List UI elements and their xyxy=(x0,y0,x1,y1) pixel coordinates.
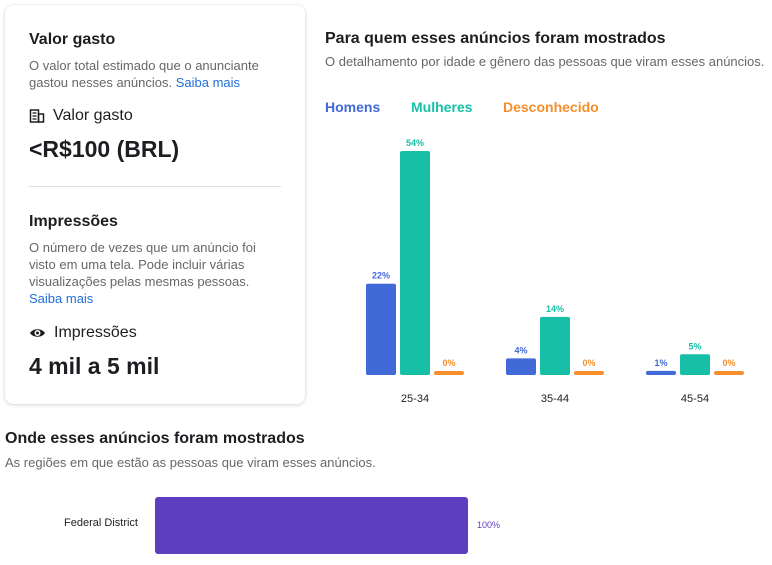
bar-label-homens-25-34: 22% xyxy=(372,271,390,281)
age-gender-bar-chart: 22% 54% 0% 25-34 4% 14% 0% 35-44 1% 5% 0% 45-54 xyxy=(366,138,744,405)
bar-homens-35-44 xyxy=(506,358,536,375)
spend-description: O valor total estimado que o anunciante … xyxy=(29,57,274,91)
bar-label-desconhecido-45-54: 0% xyxy=(722,358,735,368)
regions-subtitle: As regiões em que estão as pessoas que v… xyxy=(5,455,376,470)
audience-title: Para quem esses anúncios foram mostrados xyxy=(325,30,666,47)
eye-icon xyxy=(29,325,46,341)
bar-label-homens-35-44: 4% xyxy=(514,345,527,355)
bar-desconhecido-45-54 xyxy=(714,371,744,375)
category-label-25-34: 25-34 xyxy=(401,393,429,405)
section-divider xyxy=(29,186,281,187)
spend-title: Valor gasto xyxy=(29,31,116,48)
bar-label-desconhecido-25-34: 0% xyxy=(442,358,455,368)
bar-mulheres-45-54 xyxy=(680,354,710,375)
impressions-metric-label-text: Impressões xyxy=(54,324,137,341)
bar-mulheres-35-44 xyxy=(540,316,570,375)
spend-description-text: O valor total estimado que o anunciante … xyxy=(29,58,259,90)
bar-homens-45-54 xyxy=(646,370,676,375)
impressions-description-text: O número de vezes que um anúncio foi vis… xyxy=(29,240,256,289)
region-value: 100% xyxy=(477,520,501,530)
legend-homens: Homens xyxy=(325,99,381,115)
bar-label-mulheres-45-54: 5% xyxy=(688,341,701,351)
bar-homens-25-34 xyxy=(366,283,396,375)
region-label: Federal District xyxy=(64,517,138,529)
bar-label-desconhecido-35-44: 0% xyxy=(582,358,595,368)
impressions-metric-value: 4 mil a 5 mil xyxy=(29,353,160,379)
bar-mulheres-25-34 xyxy=(400,151,430,375)
impressions-metric-label: Impressões xyxy=(29,324,137,342)
bar-label-mulheres-25-34: 54% xyxy=(406,138,424,148)
impressions-description: O número de vezes que um anúncio foi vis… xyxy=(29,239,274,307)
impressions-title: Impressões xyxy=(29,213,118,230)
audience-subtitle: O detalhamento por idade e gênero das pe… xyxy=(325,54,765,69)
impressions-learn-more-link[interactable]: Saiba mais xyxy=(29,291,94,306)
bar-desconhecido-25-34 xyxy=(434,371,464,375)
bar-desconhecido-35-44 xyxy=(574,371,604,375)
ad-stats-card: Valor gasto O valor total estimado que o… xyxy=(5,5,305,404)
bar-label-mulheres-35-44: 14% xyxy=(546,304,564,314)
bar-label-homens-45-54: 1% xyxy=(654,358,667,368)
category-label-35-44: 35-44 xyxy=(541,393,569,405)
legend-desconhecido: Desconhecido xyxy=(503,99,599,115)
category-label-45-54: 45-54 xyxy=(681,393,709,405)
spend-metric-label: Valor gasto xyxy=(29,107,133,125)
spend-learn-more-link[interactable]: Saiba mais xyxy=(175,75,241,90)
money-icon xyxy=(29,108,45,124)
spend-metric-label-text: Valor gasto xyxy=(53,107,133,124)
regions-title: Onde esses anúncios foram mostrados xyxy=(5,430,305,447)
region-bar xyxy=(155,497,468,554)
legend-mulheres: Mulheres xyxy=(411,99,473,115)
spend-metric-value: <R$100 (BRL) xyxy=(29,136,180,162)
